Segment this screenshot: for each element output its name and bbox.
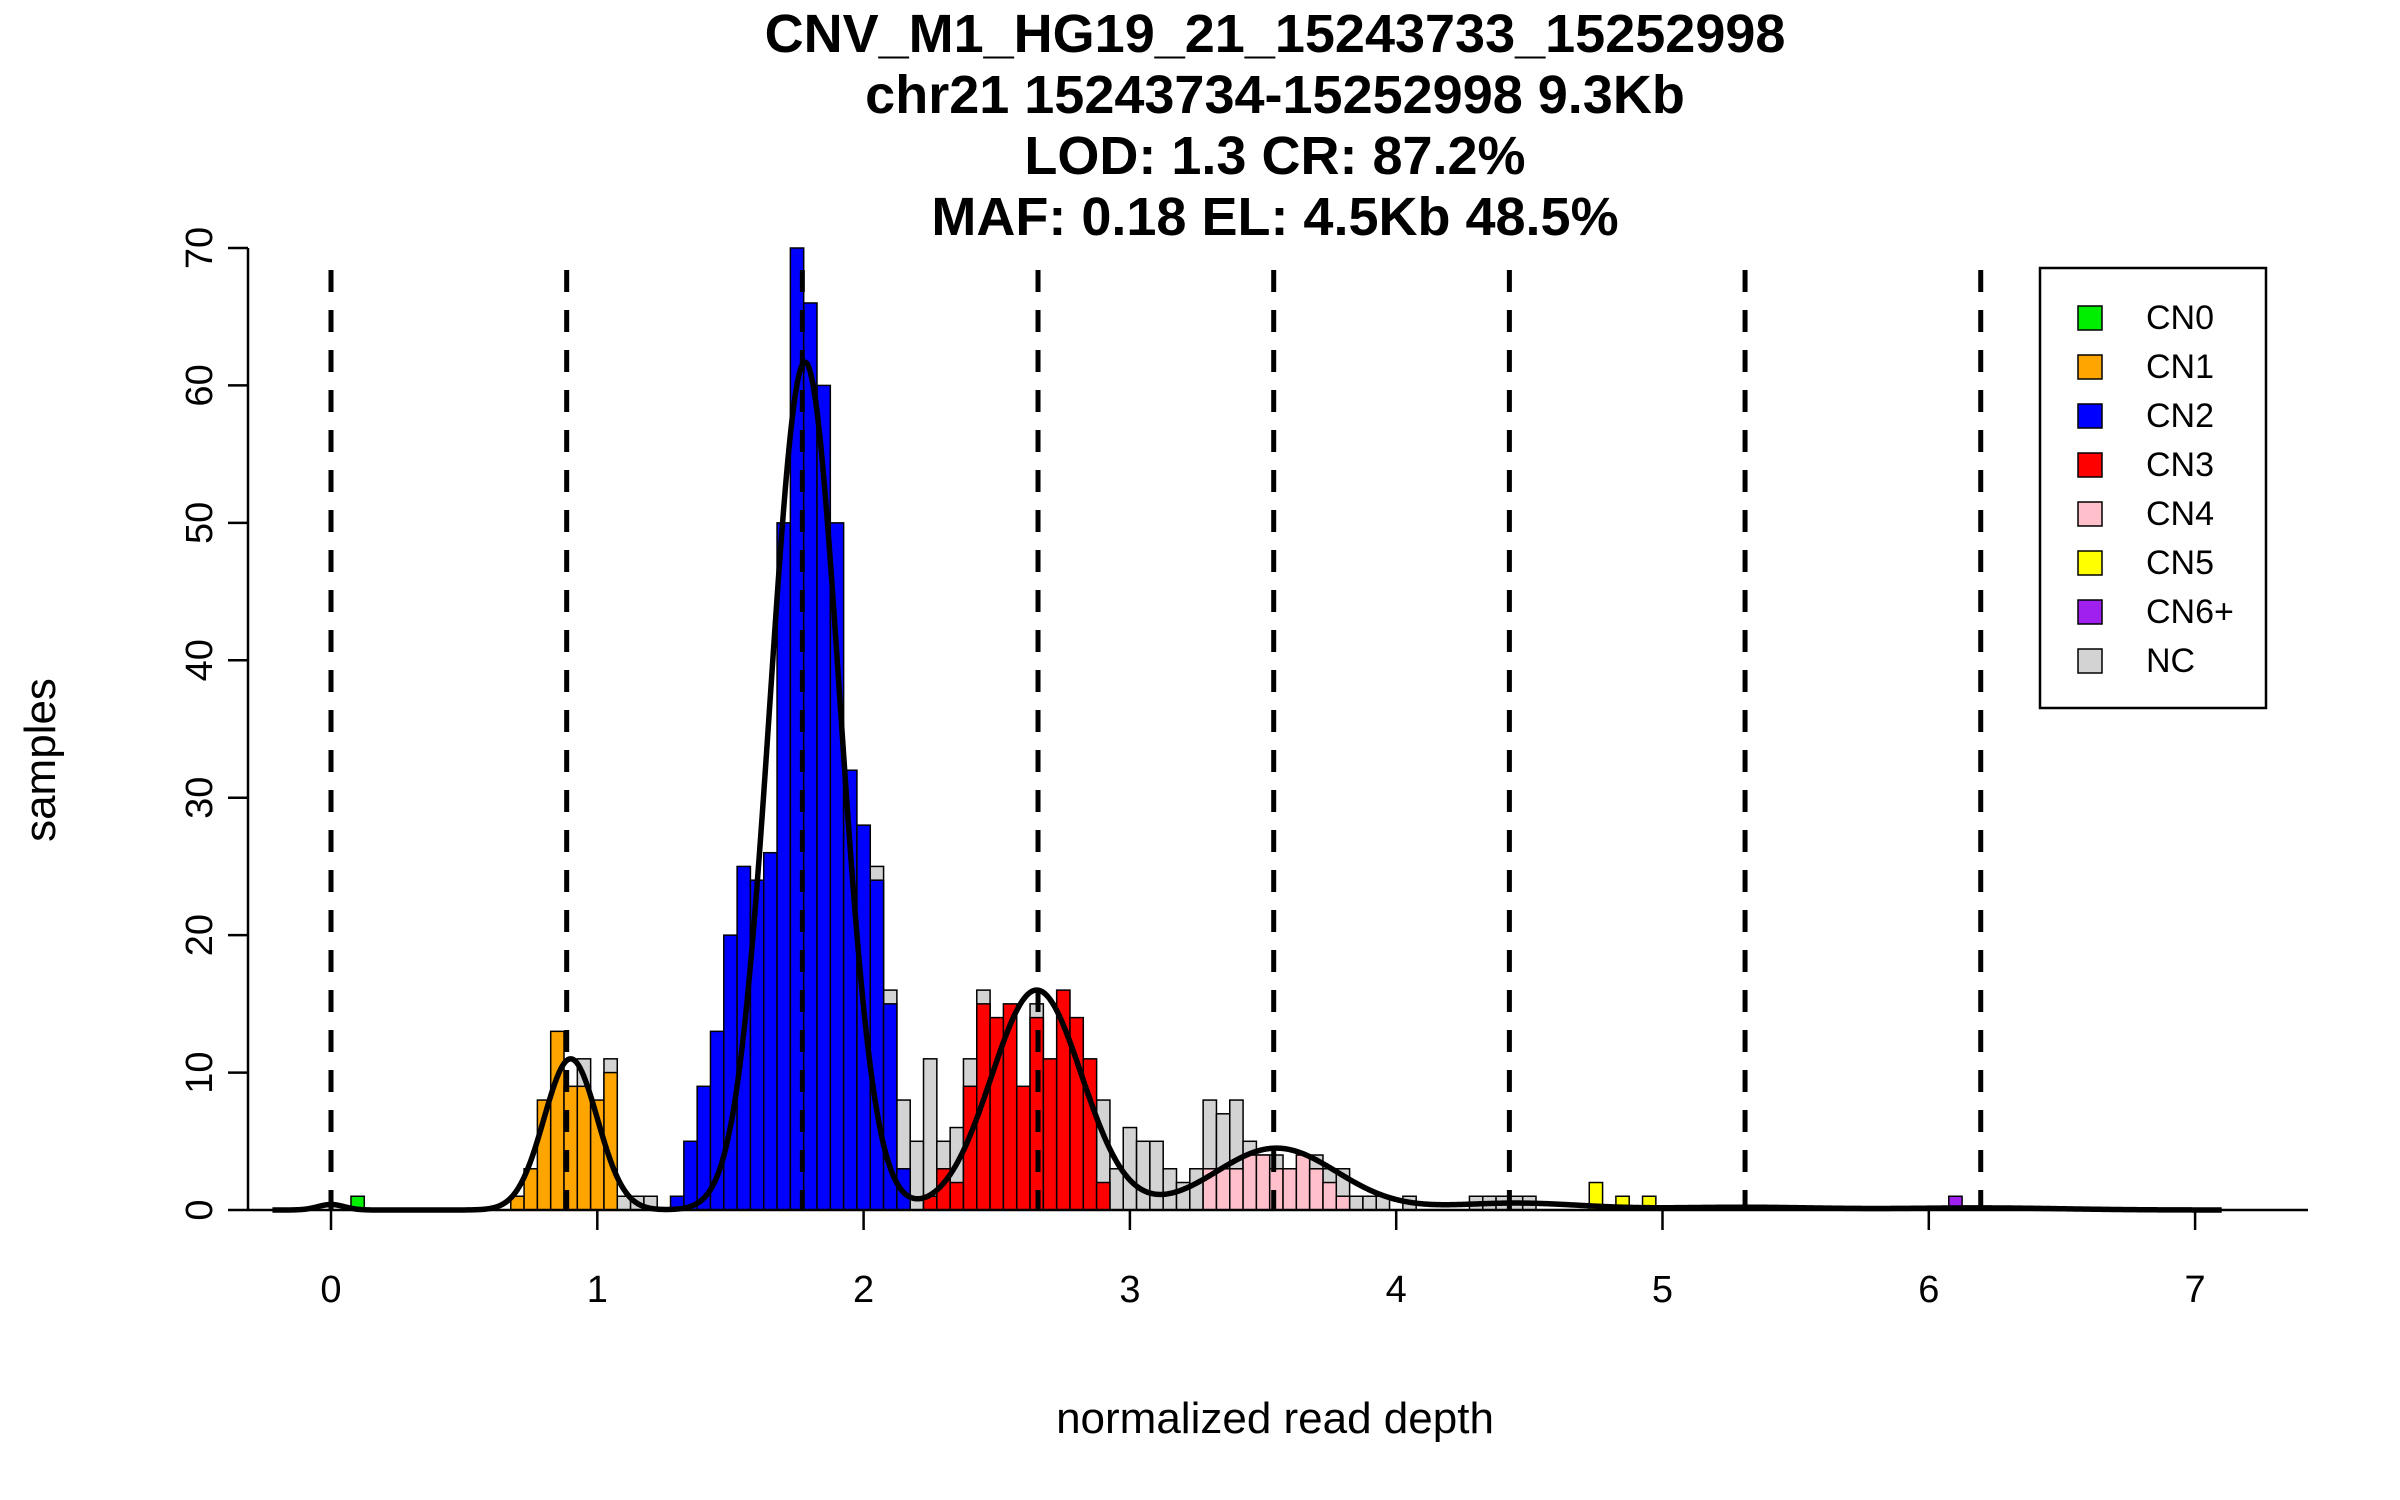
x-tick-label: 7 [2185,1269,2206,1311]
axes: 0 10 20 30 40 50 60 70 0 1 2 3 4 5 6 7 [179,227,2308,1311]
title-line-2: chr21 15243734-15252998 9.3Kb [865,65,1685,125]
legend: CN0 CN1 CN2 CN3 CN4 CN5 CN6+ NC [2038,266,2268,710]
title-line-4: MAF: 0.18 EL: 4.5Kb 48.5% [931,187,1618,247]
legend-swatch [2077,305,2103,331]
legend-swatch [2077,599,2103,625]
legend-label: CN2 [2146,397,2214,435]
bar-cn3 [949,1181,965,1211]
bar-nc [1149,1140,1164,1211]
bar-nc [1109,1168,1124,1211]
bar-cn2 [723,934,738,1211]
y-tick-label: 50 [179,502,221,544]
histogram-bars [350,247,1963,1211]
x-axis-label: normalized read depth [1056,1394,1494,1443]
x-tick-label: 5 [1652,1269,1673,1311]
legend-label: CN5 [2146,544,2214,582]
x-tick-label: 4 [1386,1269,1407,1311]
legend-label: CN6+ [2146,593,2234,631]
bar-nc [1162,1168,1178,1211]
bar-cn3 [1095,1181,1111,1211]
bar-cn4 [1242,1154,1258,1211]
bar-cn4 [1308,1168,1324,1211]
bar-nc [922,1058,938,1211]
legend-label: CN0 [2146,299,2214,337]
x-tick-label: 2 [853,1269,874,1311]
bar-cn2 [762,851,778,1211]
y-tick-label: 70 [179,227,221,269]
legend-swatch [2077,354,2103,380]
bar-cn1 [576,1085,592,1211]
legend-label: CN4 [2146,495,2214,533]
bar-cn4 [1282,1168,1298,1211]
bar-nc [1348,1195,1364,1211]
fit-curve [271,359,2224,1213]
bar-cn2 [683,1140,698,1211]
legend-swatch [2077,550,2103,576]
y-tick-label: 10 [179,1051,221,1093]
legend-swatch [2077,501,2103,527]
bar-cn2 [802,302,818,1211]
y-tick-label: 60 [179,364,221,406]
legend-swatch [2077,452,2103,478]
bar-cn4 [1255,1154,1271,1211]
title-line-3: LOD: 1.3 CR: 87.2% [1024,126,1525,186]
legend-label: NC [2146,642,2195,680]
bar-cn4 [1322,1181,1338,1211]
y-axis-label: samples [16,678,65,842]
bar-cn1 [549,1030,565,1211]
legend-label: CN3 [2146,446,2214,484]
x-tick-label: 1 [587,1269,608,1311]
bar-cn4 [1215,1168,1231,1211]
title-line-1: CNV_M1_HG19_21_15243733_15252998 [765,4,1786,64]
bar-nc [1362,1195,1377,1211]
chart-title: CNV_M1_HG19_21_15243733_15252998 chr21 1… [765,4,1786,247]
y-tick-label: 0 [179,1199,221,1220]
x-tick-label: 3 [1119,1269,1140,1311]
legend-swatch [2077,403,2103,429]
bar-nc [1189,1168,1204,1211]
bar-nc [1122,1126,1138,1211]
bar-cn3 [1042,1058,1058,1211]
bar-cn4 [1229,1168,1244,1211]
bar-cn2 [869,879,885,1211]
y-tick-label: 30 [179,777,221,819]
bar-nc [1135,1140,1151,1211]
bar-cn3 [1015,1085,1031,1211]
legend-label: CN1 [2146,348,2214,386]
bar-cn2 [776,522,792,1211]
x-tick-label: 6 [1918,1269,1939,1311]
bar-cn4 [1295,1154,1311,1211]
legend-swatch [2077,648,2103,674]
y-tick-label: 20 [179,914,221,956]
fit-curves [271,359,2224,1213]
x-tick-label: 0 [320,1269,341,1311]
bar-cn4 [1335,1195,1351,1211]
legend-box [2038,266,2268,710]
y-tick-label: 40 [179,639,221,681]
